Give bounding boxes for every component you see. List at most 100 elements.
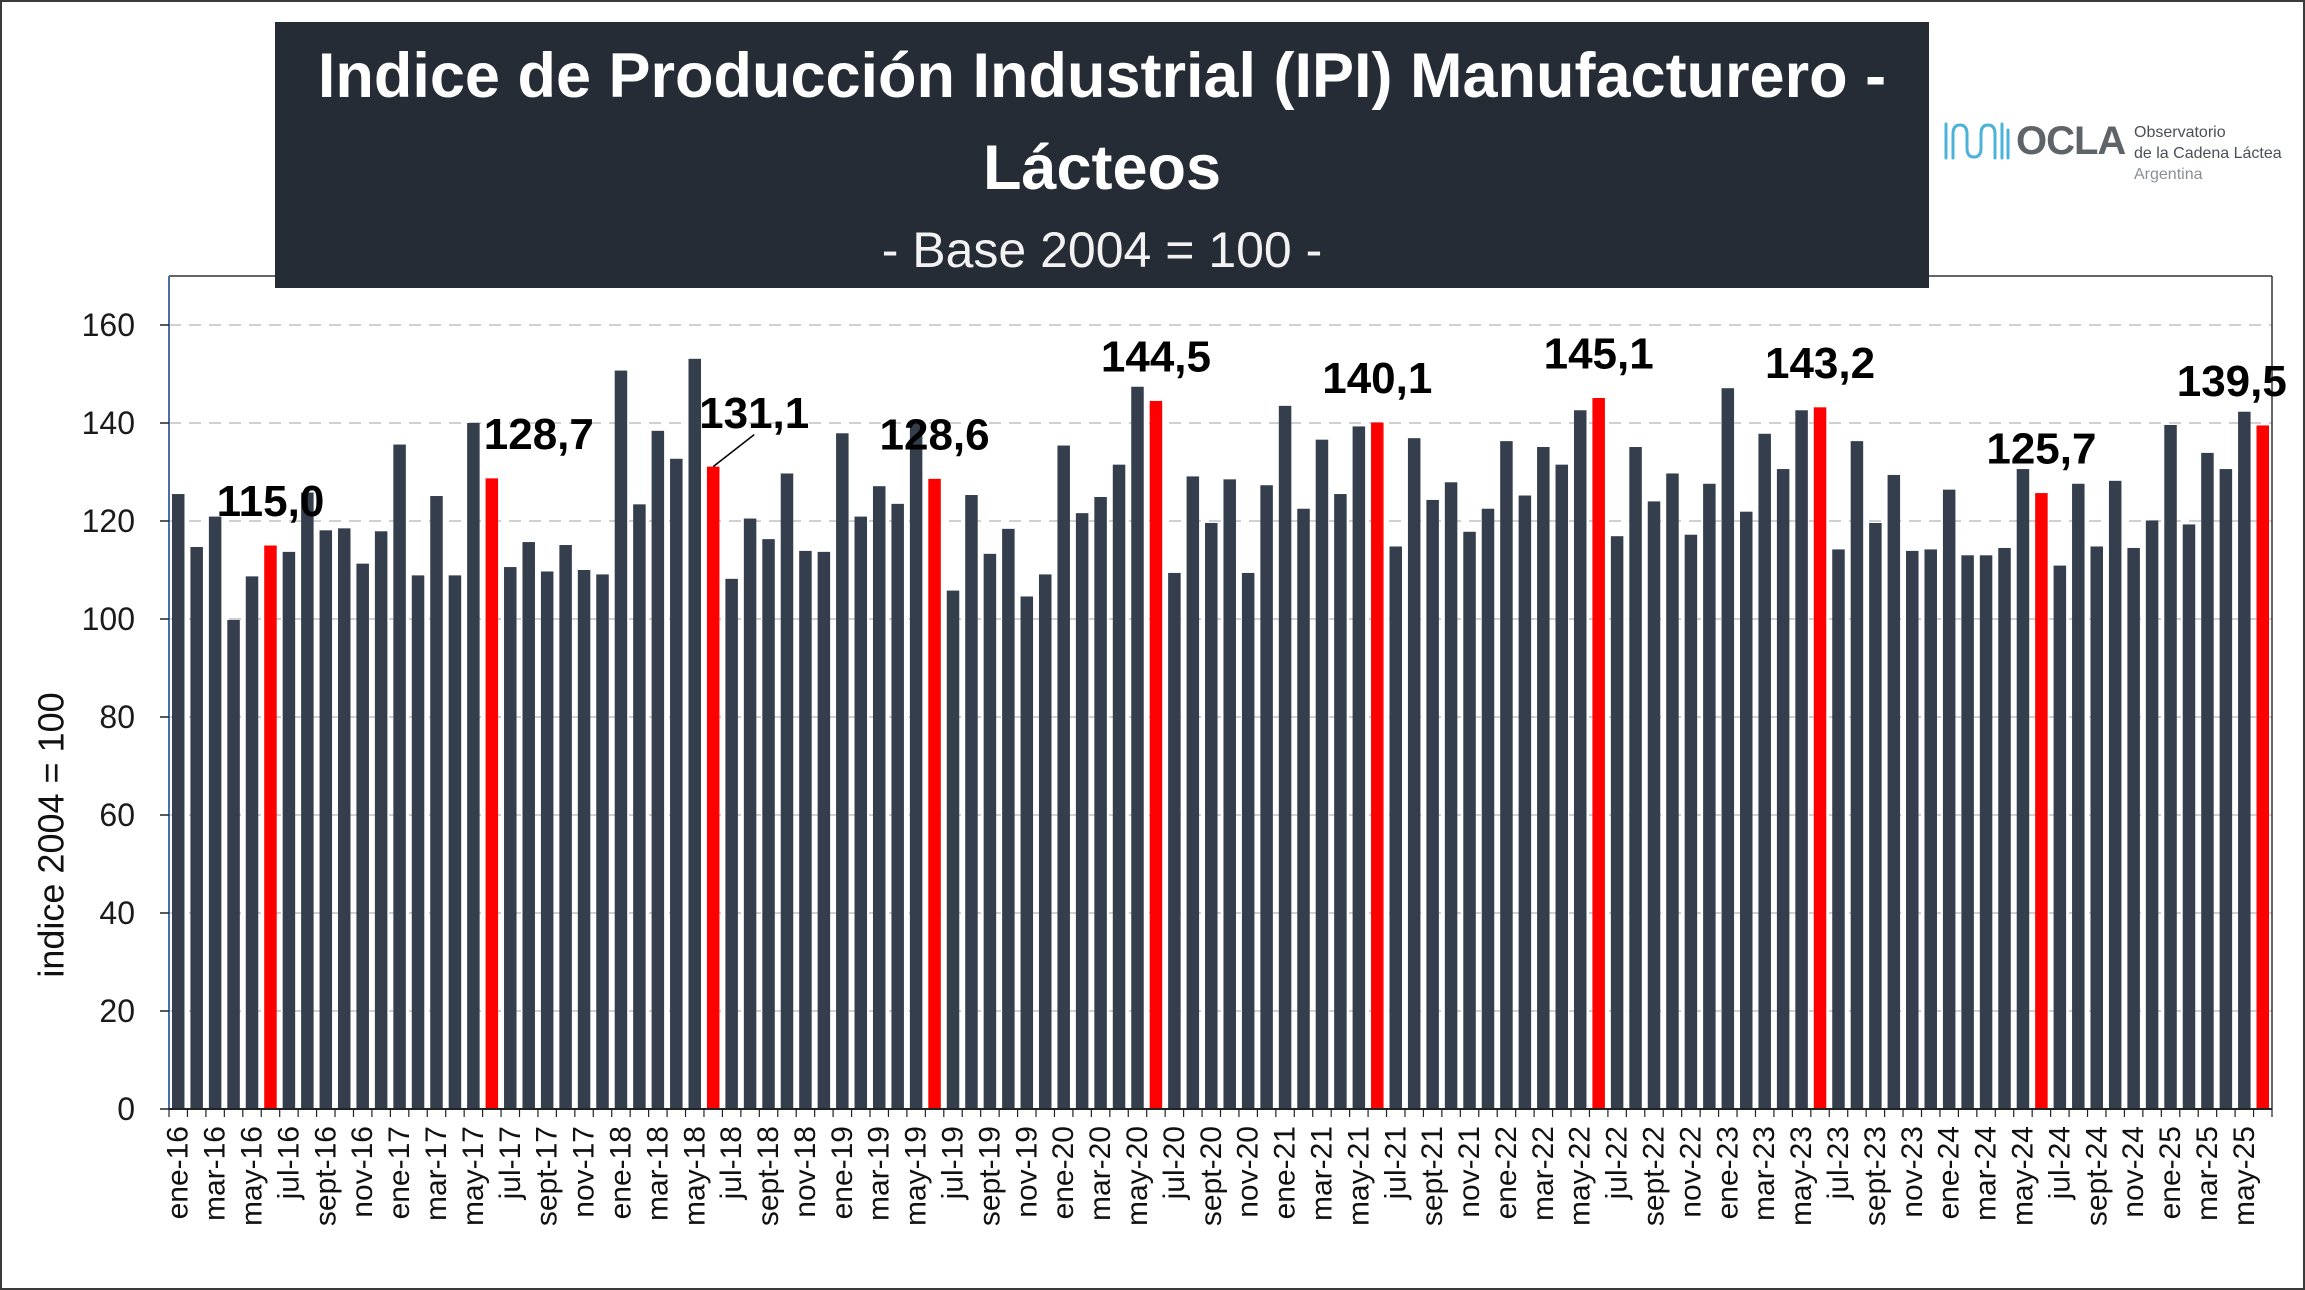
bar-highlighted xyxy=(1149,400,1163,1109)
bar xyxy=(1334,494,1347,1109)
x-tick-label: ene-23 xyxy=(1711,1126,1744,1219)
x-tick-label: ene-16 xyxy=(162,1126,195,1219)
x-tick-label: jul-17 xyxy=(494,1126,527,1200)
data-label: 115,0 xyxy=(217,477,325,526)
bar xyxy=(1444,482,1458,1109)
bar xyxy=(374,531,388,1109)
bar xyxy=(1869,522,1882,1109)
bar xyxy=(2164,424,2177,1110)
x-tick-label: nov-23 xyxy=(1896,1126,1929,1218)
bar xyxy=(1039,574,1052,1109)
x-tick-label: mar-19 xyxy=(863,1126,896,1221)
bar xyxy=(1094,496,1107,1109)
x-tick-label: mar-17 xyxy=(420,1126,453,1221)
bar xyxy=(1961,555,1974,1109)
bar xyxy=(688,358,701,1109)
bar xyxy=(1315,439,1329,1109)
bar xyxy=(854,516,868,1109)
bar xyxy=(2108,480,2122,1109)
bar xyxy=(1610,536,1624,1109)
x-tick-label: nov-16 xyxy=(346,1126,379,1218)
x-tick-label: ene-25 xyxy=(2154,1126,2187,1219)
bar xyxy=(1942,489,1956,1109)
x-tick-label: sept-23 xyxy=(1859,1126,1892,1226)
x-tick-label: ene-19 xyxy=(826,1126,859,1219)
bar xyxy=(1223,479,1236,1110)
x-tick-label: sept-16 xyxy=(309,1126,342,1226)
bar xyxy=(670,458,683,1109)
bar xyxy=(467,423,480,1109)
bar xyxy=(1407,438,1421,1109)
bar xyxy=(393,444,406,1109)
bar-highlighted xyxy=(928,478,941,1109)
x-tick-label: nov-19 xyxy=(1010,1126,1043,1218)
bar xyxy=(1481,508,1495,1109)
y-tick-label: 0 xyxy=(117,1091,135,1127)
bar xyxy=(946,590,960,1109)
bar xyxy=(1537,447,1550,1109)
bar xyxy=(430,496,443,1109)
bar xyxy=(1297,508,1310,1109)
x-tick-label: jul-16 xyxy=(272,1126,305,1200)
bar xyxy=(1002,528,1015,1109)
bar xyxy=(651,430,665,1110)
bar xyxy=(1112,464,1126,1109)
bar xyxy=(1260,485,1273,1110)
data-label: 144,5 xyxy=(1101,332,1211,381)
bar xyxy=(1850,441,1864,1109)
bar-highlighted xyxy=(2256,425,2270,1109)
bar xyxy=(2127,547,2140,1109)
bars xyxy=(171,358,2270,1110)
ocla-wave-icon xyxy=(1944,122,2010,160)
bar xyxy=(2072,483,2085,1109)
bar xyxy=(448,575,462,1109)
bar xyxy=(909,423,923,1110)
bar-highlighted xyxy=(706,466,720,1109)
bar xyxy=(1389,546,1402,1109)
bar xyxy=(504,567,517,1109)
bar xyxy=(2219,469,2233,1109)
title-banner: Indice de Producción Industrial (IPI) Ma… xyxy=(275,22,1929,288)
bar xyxy=(2053,565,2067,1109)
x-tick-label: may-21 xyxy=(1342,1126,1375,1226)
bar xyxy=(301,492,314,1110)
bar xyxy=(762,539,775,1109)
x-tick-label: ene-21 xyxy=(1269,1126,1302,1219)
chart-subtitle: - Base 2004 = 100 - xyxy=(881,222,1323,278)
bar xyxy=(891,503,904,1110)
bar xyxy=(965,495,978,1109)
bar xyxy=(282,551,296,1109)
bar xyxy=(1666,473,1679,1110)
bar-highlighted xyxy=(264,545,277,1109)
x-tick-label: mar-25 xyxy=(2191,1126,2224,1221)
bar xyxy=(1647,501,1661,1109)
bar xyxy=(2201,452,2214,1109)
logo-caption: Observatorio de la Cadena Láctea Argenti… xyxy=(2134,122,2282,185)
bar xyxy=(2090,546,2103,1109)
x-tick-label: ene-24 xyxy=(1933,1126,1966,1219)
x-tick-label: nov-24 xyxy=(2117,1126,2150,1218)
x-tick-label: sept-19 xyxy=(973,1126,1006,1226)
x-tick-label: sept-20 xyxy=(1195,1126,1228,1226)
bar xyxy=(1703,483,1716,1109)
x-tick-label: mar-22 xyxy=(1527,1126,1560,1221)
bar xyxy=(1555,464,1569,1109)
bar xyxy=(1740,511,1753,1109)
data-label: 131,1 xyxy=(699,389,809,438)
x-tick-label: nov-22 xyxy=(1674,1126,1707,1218)
x-tick-label: jul-22 xyxy=(1601,1126,1634,1200)
bar xyxy=(559,545,572,1109)
bar-highlighted xyxy=(485,478,499,1109)
data-label: 128,6 xyxy=(880,410,990,459)
x-tick-label: jul-24 xyxy=(2043,1126,2076,1200)
bar xyxy=(1979,555,1993,1109)
x-tick-label: nov-17 xyxy=(568,1126,601,1218)
x-tick-label: jul-21 xyxy=(1379,1126,1412,1200)
y-axis-title: indice 2004 = 100 xyxy=(31,692,72,977)
bar xyxy=(540,571,554,1109)
bar xyxy=(1887,474,1901,1109)
x-tick-label: mar-16 xyxy=(199,1126,232,1221)
gridlines xyxy=(169,324,2272,1012)
bar-highlighted xyxy=(1371,422,1384,1109)
